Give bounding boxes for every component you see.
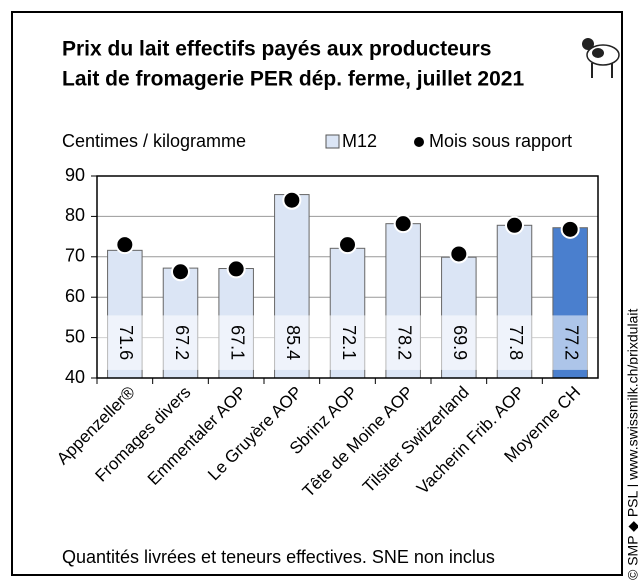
value-label: 67.2	[172, 325, 192, 360]
y-tick-label: 60	[65, 286, 85, 306]
value-label: 77.8	[506, 325, 526, 360]
y-tick-label: 80	[65, 205, 85, 225]
value-label: 72.1	[339, 325, 359, 360]
footnote: Quantités livrées et teneurs effectives.…	[62, 547, 495, 567]
dot	[449, 244, 469, 264]
plot-frame	[96, 175, 599, 379]
dot	[226, 259, 246, 279]
value-label: 85.4	[283, 325, 303, 360]
dot	[505, 215, 524, 235]
value-label: 78.2	[394, 325, 414, 360]
dot	[560, 219, 580, 239]
cow-icon	[582, 38, 620, 78]
y-tick-label: 50	[65, 326, 85, 346]
chart-subtitle: Lait de fromagerie PER dép. ferme, juill…	[62, 68, 524, 91]
value-label: 77.2	[561, 325, 581, 360]
legend-entry: Mois sous rapport	[429, 131, 572, 151]
value-label: 67.1	[227, 325, 247, 360]
dot	[393, 214, 413, 234]
y-axis-label: Centimes / kilogramme	[62, 131, 246, 151]
y-tick-label: 40	[65, 367, 85, 387]
value-label: 71.6	[116, 325, 136, 360]
y-tick-label: 70	[65, 246, 85, 266]
y-tick-label: 90	[65, 165, 85, 185]
chart-title: Prix du lait effectifs payés aux product…	[62, 38, 491, 61]
dot	[282, 190, 302, 210]
legend-dot	[414, 137, 424, 147]
dot	[338, 235, 357, 255]
value-label: 69.9	[450, 325, 470, 360]
label-band	[97, 315, 598, 370]
dot	[115, 235, 135, 255]
source: © SMP ◆ PSL | www.swissmilk.ch/prixdulai…	[625, 309, 638, 580]
legend-swatch	[325, 134, 340, 149]
legend-entry: M12	[342, 131, 377, 151]
dot	[171, 262, 190, 282]
